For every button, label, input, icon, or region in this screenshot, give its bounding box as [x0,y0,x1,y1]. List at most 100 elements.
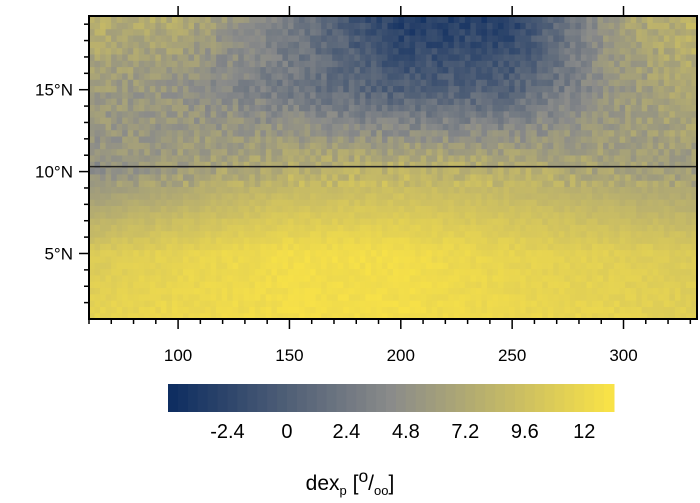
heatmap-cell [658,274,665,282]
heatmap-cell [564,98,571,105]
heatmap-cell [194,192,201,200]
heatmap-cell [647,306,654,314]
heatmap-cell [470,173,477,181]
heatmap-cell [641,98,648,105]
heatmap-cell [194,199,201,206]
heatmap-cell [182,142,190,150]
heatmap-cell [315,123,322,131]
heatmap-cell [381,268,389,276]
heatmap-cell [194,154,201,162]
heatmap-cell [171,47,179,55]
heatmap-cell [100,243,107,251]
heatmap-cell [94,186,101,194]
heatmap-cell [603,60,610,68]
heatmap-cell [243,287,250,295]
heatmap-cell [254,236,261,244]
heatmap-cell [254,154,261,162]
heatmap-cell [276,293,284,301]
heatmap-cell [188,28,195,36]
heatmap-cell [409,186,416,194]
heatmap-cell [370,306,378,314]
heatmap-cell [182,85,190,93]
heatmap-cell [227,135,234,143]
heatmap-cell [359,224,366,232]
heatmap-cell [437,205,444,213]
heatmap-cell [531,211,538,219]
heatmap-cell [299,123,306,131]
heatmap-cell [182,98,190,105]
heatmap-cell [569,173,576,181]
heatmap-cell [133,142,140,150]
heatmap-cell [404,91,411,99]
heatmap-cell [199,129,206,137]
heatmap-cell [100,268,107,276]
heatmap-cell [647,60,654,68]
heatmap-cell [393,300,400,307]
heatmap-cell [326,79,333,87]
heatmap-cell [166,79,173,87]
heatmap-cell [464,186,471,194]
heatmap-cell [127,243,134,251]
heatmap-cell [569,218,576,225]
heatmap-cell [354,287,361,295]
heatmap-cell [111,274,118,282]
heatmap-cell [160,262,167,270]
heatmap-cell [127,66,134,74]
heatmap-cell [94,249,101,257]
heatmap-cell [603,72,610,80]
heatmap-cell [343,161,350,169]
heatmap-cell [343,167,350,175]
heatmap-cell [249,236,256,244]
heatmap-cell [359,243,366,251]
heatmap-cell [149,123,156,131]
heatmap-cell [498,306,505,314]
heatmap-cell [111,135,118,143]
heatmap-cell [149,249,156,257]
heatmap-cell [321,161,328,169]
heatmap-cell [365,135,372,143]
heatmap-cell [205,60,212,68]
heatmap-cell [243,85,250,93]
heatmap-cell [525,135,532,143]
heatmap-cell [249,180,256,188]
heatmap-cell [409,249,416,257]
heatmap-cell [652,199,659,206]
heatmap-cell [105,142,112,150]
heatmap-cell [370,104,378,112]
heatmap-cell [509,135,516,143]
heatmap-cell [680,281,687,289]
heatmap-cell [453,72,460,80]
heatmap-cell [299,249,306,257]
heatmap-cell [254,117,261,124]
heatmap-cell [260,161,267,169]
heatmap-cell [481,186,488,194]
heatmap-cell [453,211,460,219]
heatmap-cell [547,98,554,105]
heatmap-cell [641,129,648,137]
heatmap-cell [337,117,344,124]
heatmap-cell [580,312,588,319]
heatmap-cell [254,180,261,188]
heatmap-cell [569,60,576,68]
heatmap-cell [359,218,366,225]
heatmap-cell [293,142,300,150]
heatmap-cell [658,262,665,270]
heatmap-cell [630,293,637,301]
heatmap-cell [547,72,554,80]
heatmap-cell [260,293,267,301]
heatmap-cell [453,129,460,137]
heatmap-cell [133,98,140,105]
heatmap-cell [221,180,228,188]
heatmap-cell [509,167,516,175]
heatmap-cell [315,104,322,112]
heatmap-cell [155,199,162,206]
heatmap-cell [636,236,643,244]
heatmap-cell [359,274,366,282]
heatmap-cell [310,224,317,232]
heatmap-cell [415,129,422,137]
heatmap-cell [448,211,455,219]
heatmap-cell [448,230,455,238]
heatmap-cell [647,66,654,74]
heatmap-cell [674,312,682,319]
heatmap-cell [381,79,389,87]
